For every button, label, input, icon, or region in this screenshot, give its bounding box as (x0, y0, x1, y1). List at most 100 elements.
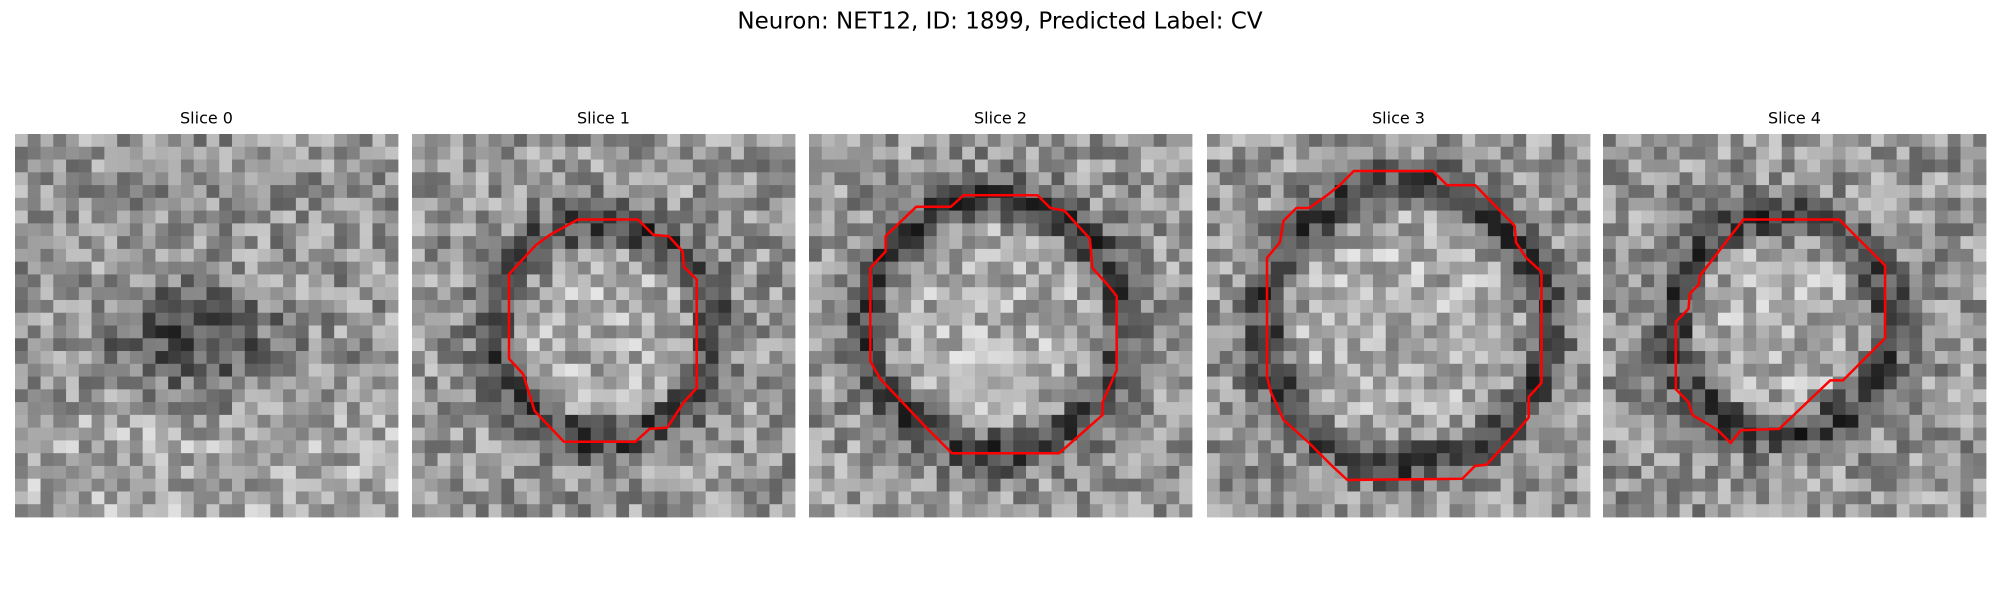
image-pixel (769, 440, 783, 454)
image-pixel (1768, 172, 1783, 186)
image-pixel (91, 478, 105, 492)
image-pixel (359, 299, 373, 314)
image-pixel (769, 389, 783, 403)
image-pixel (155, 491, 169, 505)
image-pixel (872, 185, 886, 199)
image-pixel (514, 172, 528, 186)
image-pixel (1551, 274, 1565, 288)
image-pixel (962, 491, 976, 505)
image-pixel (475, 414, 489, 429)
image-pixel (104, 210, 118, 224)
image-pixel (27, 453, 41, 467)
image-pixel (590, 338, 604, 352)
image-pixel (321, 453, 335, 467)
image-pixel (334, 491, 348, 505)
image-pixel (1692, 248, 1706, 263)
image-pixel (1411, 197, 1425, 211)
image-pixel (219, 465, 233, 480)
image-pixel (15, 376, 29, 390)
image-pixel (1232, 274, 1246, 288)
image-pixel (987, 376, 1001, 390)
image-pixel (1038, 389, 1052, 403)
image-pixel (1845, 312, 1859, 326)
image-pixel (1245, 363, 1259, 377)
image-pixel (1372, 504, 1387, 518)
image-pixel (1153, 376, 1167, 390)
image-pixel (936, 453, 950, 467)
image-pixel (359, 134, 373, 148)
image-pixel (475, 185, 489, 199)
image-pixel (1000, 465, 1014, 480)
image-pixel (834, 491, 848, 505)
image-pixel (616, 210, 630, 224)
image-pixel (949, 146, 963, 160)
image-pixel (40, 210, 54, 224)
image-pixel (1296, 414, 1310, 429)
image-pixel (308, 427, 322, 441)
image-pixel (53, 427, 67, 441)
image-pixel (244, 453, 258, 467)
image-pixel (1705, 146, 1719, 160)
image-pixel (1372, 287, 1387, 301)
image-pixel (1051, 504, 1065, 518)
image-pixel (78, 363, 92, 377)
image-pixel (104, 172, 118, 186)
image-pixel (962, 465, 976, 480)
image-pixel (1462, 453, 1476, 467)
image-pixel (756, 325, 770, 339)
image-pixel (1360, 134, 1374, 148)
image-pixel (1794, 465, 1808, 480)
image-pixel (1140, 376, 1155, 390)
image-pixel (769, 427, 783, 441)
image-pixel (1179, 287, 1193, 301)
image-pixel (424, 172, 438, 186)
image-pixel (1577, 312, 1591, 326)
image-pixel (1666, 363, 1680, 377)
image-pixel (1871, 274, 1885, 288)
image-pixel (1219, 134, 1233, 148)
image-pixel (743, 185, 758, 199)
image-pixel (1551, 185, 1565, 199)
image-pixel (603, 427, 617, 441)
image-pixel (552, 363, 566, 377)
image-pixel (1641, 223, 1655, 237)
image-pixel (1089, 185, 1104, 199)
image-pixel (898, 134, 912, 148)
image-pixel (1102, 261, 1116, 275)
image-pixel (450, 478, 464, 492)
image-pixel (1077, 427, 1091, 441)
image-pixel (1487, 274, 1502, 288)
image-pixel (283, 414, 297, 429)
image-pixel (1577, 197, 1591, 211)
image-pixel (1487, 210, 1502, 224)
image-pixel (1232, 223, 1246, 237)
image-pixel (1115, 197, 1129, 211)
image-pixel (1102, 185, 1116, 199)
image-pixel (654, 504, 668, 518)
image-pixel (1207, 210, 1221, 224)
image-pixel (769, 210, 783, 224)
image-pixel (1526, 299, 1540, 314)
image-pixel (936, 402, 950, 416)
image-pixel (1398, 440, 1412, 454)
image-pixel (1013, 465, 1027, 480)
image-pixel (1641, 504, 1655, 518)
image-pixel (923, 338, 938, 352)
image-pixel (1922, 440, 1936, 454)
image-pixel (1934, 159, 1949, 173)
image-pixel (1179, 325, 1193, 339)
image-pixel (1128, 491, 1142, 505)
image-pixel (962, 287, 976, 301)
image-pixel (872, 440, 886, 454)
image-pixel (860, 197, 874, 211)
image-pixel (1296, 478, 1310, 492)
image-pixel (142, 351, 156, 365)
image-pixel (641, 478, 655, 492)
image-pixel (821, 453, 835, 467)
image-pixel (244, 312, 258, 326)
image-pixel (1487, 478, 1502, 492)
image-pixel (1909, 172, 1923, 186)
image-pixel (129, 185, 144, 199)
image-pixel (1436, 134, 1450, 148)
image-pixel (1000, 351, 1014, 365)
